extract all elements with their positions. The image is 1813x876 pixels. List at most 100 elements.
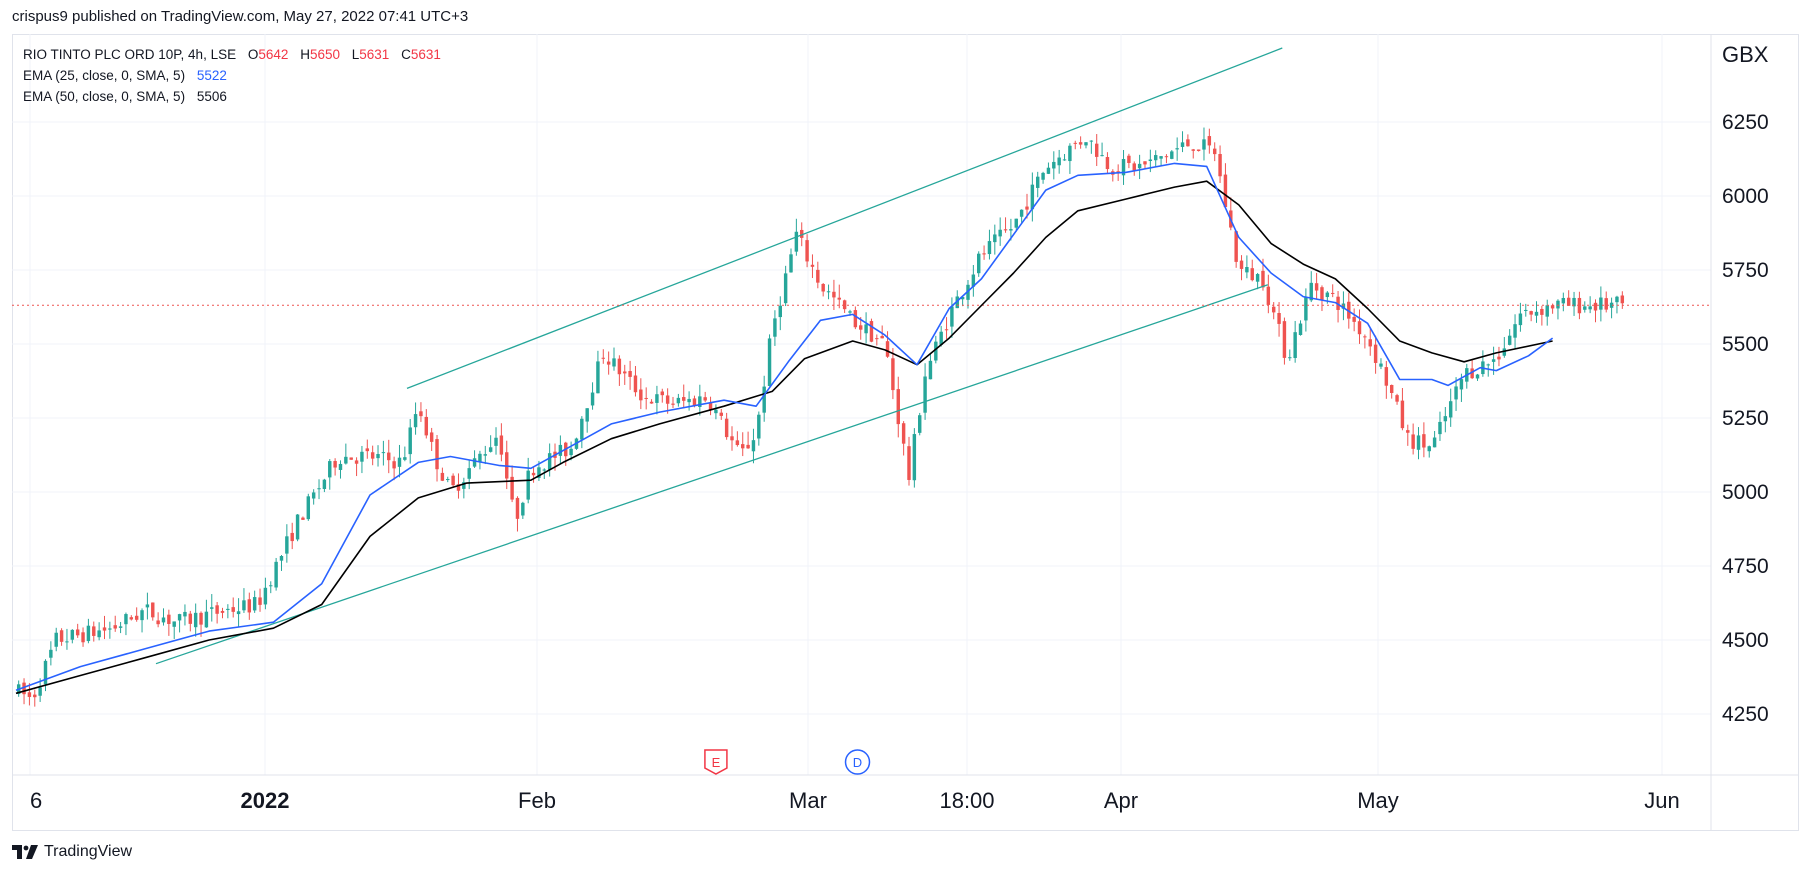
candle-body [1411, 434, 1414, 448]
candle-body [28, 692, 31, 697]
candle [982, 245, 985, 259]
candle-body [639, 390, 642, 401]
candle [768, 334, 771, 386]
candle-body [1074, 143, 1077, 144]
candle [162, 608, 165, 625]
candle [114, 616, 117, 632]
candle-body [1417, 435, 1420, 449]
candle-body [1433, 438, 1436, 448]
candle-body [832, 292, 835, 298]
candle [242, 588, 245, 613]
candle-body [811, 265, 814, 267]
candle-body [1245, 267, 1248, 272]
candle [1224, 163, 1227, 207]
candle [387, 440, 390, 473]
dividend-event-marker[interactable]: D [846, 750, 870, 774]
candle-body [1379, 364, 1382, 367]
candle-body [366, 448, 369, 451]
candle [827, 285, 830, 300]
candle [1497, 347, 1500, 366]
candle [1122, 150, 1125, 185]
candle-body [923, 377, 926, 413]
candle-body [918, 415, 921, 433]
candle [1175, 137, 1178, 160]
candle [1031, 172, 1034, 221]
candle-body [559, 445, 562, 456]
candle-body [854, 310, 857, 327]
candle-body [1315, 283, 1318, 290]
candle-body [821, 284, 824, 291]
candle [425, 409, 428, 438]
candle-body [1224, 175, 1227, 207]
candle [1304, 288, 1307, 331]
candle-body [387, 453, 390, 461]
candle-body [1369, 339, 1372, 346]
candle-body [1170, 151, 1173, 158]
candle-body [1374, 345, 1377, 363]
candle-body [902, 423, 905, 443]
candle-body [349, 457, 352, 459]
legend-high-value: 5650 [310, 47, 340, 62]
candle-body [194, 613, 197, 627]
candle [1583, 301, 1586, 312]
candle-body [795, 232, 798, 252]
candle-body [178, 614, 181, 620]
legend-open-value: 5642 [258, 47, 288, 62]
candle [1079, 136, 1082, 148]
candle-body [114, 625, 117, 628]
candle-body [897, 389, 900, 424]
candle [205, 600, 208, 628]
candle-body [1277, 313, 1280, 324]
candle [671, 397, 674, 408]
candle-body [714, 410, 717, 413]
candle-body [1487, 364, 1490, 365]
candle [1567, 290, 1570, 306]
candle [55, 628, 58, 651]
candle-body [328, 461, 331, 477]
candle-body [65, 641, 68, 642]
candle [1041, 172, 1044, 184]
candle-body [403, 457, 406, 460]
candle-body [1293, 332, 1296, 358]
candle [1133, 161, 1136, 175]
candle-body [1100, 155, 1103, 156]
candle-body [167, 615, 170, 624]
candle [521, 502, 524, 519]
candle-body [382, 452, 385, 453]
earnings-event-marker[interactable]: E [705, 750, 727, 774]
candle-body [805, 240, 808, 261]
axes-layer: GBX 6250 6000 5750 5500 5250 5000 4750 4500 4250… [12, 34, 1799, 831]
y-tick-label: 5250 [1722, 407, 1769, 430]
candle [371, 446, 374, 466]
candle [446, 477, 449, 482]
candle-body [467, 468, 470, 479]
candle-body [1025, 207, 1028, 210]
candle-body [408, 427, 411, 454]
candle-body [44, 661, 47, 684]
candle [1272, 302, 1275, 319]
candle [1352, 308, 1355, 331]
candle-body [97, 630, 100, 637]
candle [1138, 155, 1141, 179]
candle-body [1283, 321, 1286, 358]
candle-body [1562, 298, 1565, 303]
candle [1052, 151, 1055, 179]
candle [725, 413, 728, 440]
y-tick-label: 5750 [1722, 259, 1769, 282]
candle [1036, 172, 1039, 197]
candle-body [1138, 164, 1141, 168]
candle [821, 283, 824, 296]
candle [757, 412, 760, 446]
candle-body [296, 515, 299, 540]
candle-body [1015, 219, 1018, 228]
candle [752, 429, 755, 464]
candle-body [720, 413, 723, 416]
candle [730, 426, 733, 450]
candle [1218, 145, 1221, 183]
candle-body [210, 607, 213, 609]
candle-body [253, 597, 256, 610]
candle [264, 578, 267, 610]
price-chart[interactable]: GBX 625060005750550052505000475045004250… [0, 0, 1813, 876]
candle-body [1133, 163, 1136, 170]
candle [328, 459, 331, 490]
